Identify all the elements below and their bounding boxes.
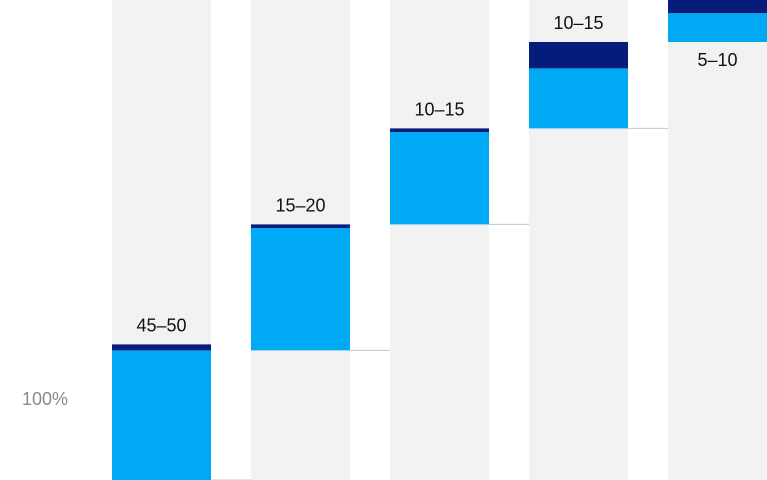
bar-segment (112, 350, 211, 480)
data-label: 5–10 (697, 50, 737, 70)
y-tick-label: 100% (22, 389, 68, 409)
data-label: 10–15 (414, 99, 464, 119)
bar-segment (668, 13, 767, 42)
bar-cap-segment (112, 344, 211, 351)
bar-cap-segment (668, 0, 767, 14)
bar-track (390, 0, 489, 480)
bar-cap-segment (529, 42, 628, 69)
bar-segment (390, 132, 489, 225)
data-label: 10–15 (553, 13, 603, 33)
bar-track (668, 0, 767, 480)
bar-cap-segment (251, 224, 350, 228)
bar-segment (529, 68, 628, 129)
bar-segment (251, 228, 350, 351)
data-label: 15–20 (275, 195, 325, 215)
bar-cap-segment (390, 128, 489, 132)
data-label: 45–50 (136, 315, 186, 335)
